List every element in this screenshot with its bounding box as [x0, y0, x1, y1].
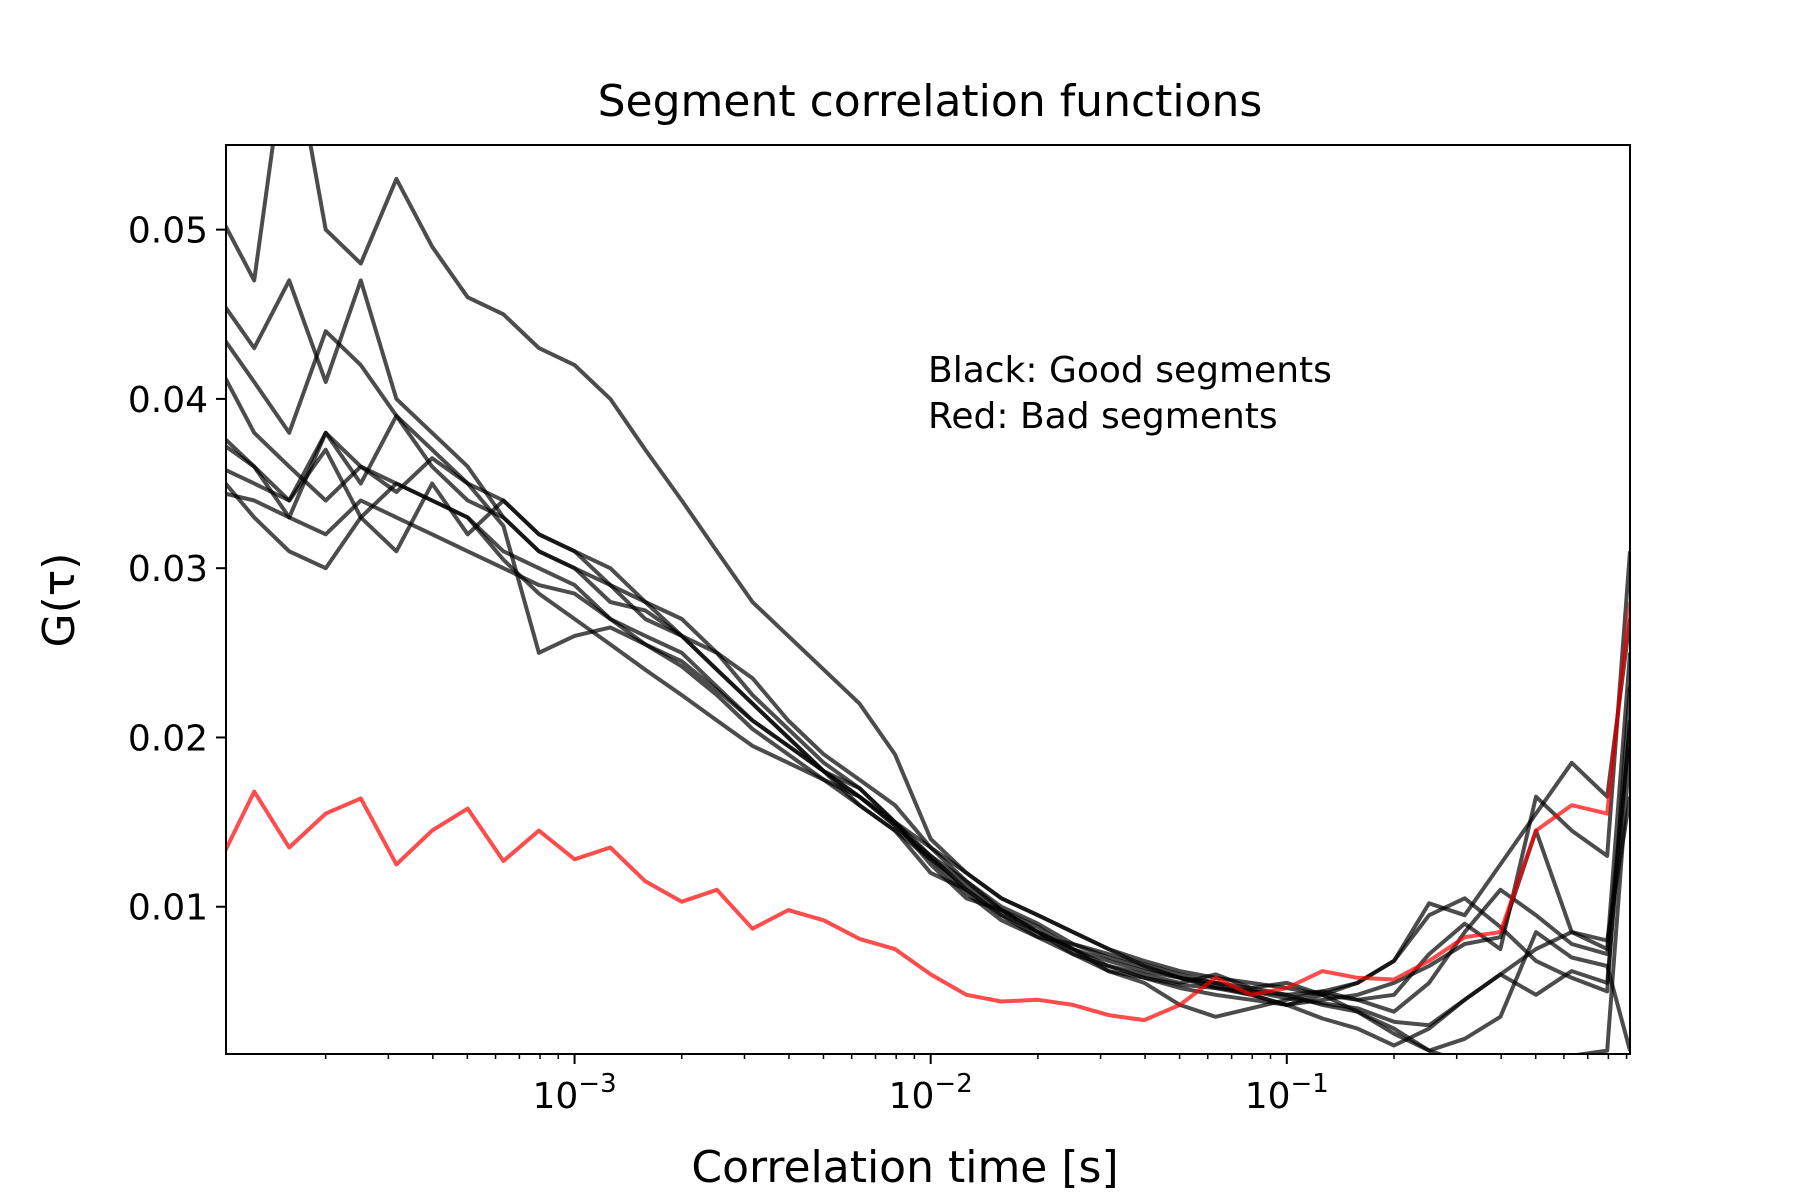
x-tick-label: 10−2 [889, 1069, 973, 1117]
series-line-good-3 [226, 329, 1630, 1007]
legend-annotation-bad: Red: Bad segments [928, 396, 1278, 437]
x-axis-ticks: 10−3 10−2 10−1 [324, 1054, 1628, 1117]
x-tick-exponent: −3 [578, 1069, 616, 1099]
x-tick-base: 10 [889, 1076, 935, 1117]
series-lines [226, 145, 1630, 1054]
y-axis-ticks: 0.01 0.02 0.03 0.04 0.05 [128, 211, 226, 929]
x-tick-label: 10−1 [1245, 1069, 1329, 1117]
series-line-bad-10 [226, 601, 1630, 1023]
y-axis-label: G(τ) [34, 553, 85, 648]
series-line-good-1 [226, 145, 1630, 1002]
x-axis-label: Correlation time [s] [691, 1142, 1118, 1193]
y-tick-label: 0.02 [128, 718, 208, 759]
x-tick-base: 10 [532, 1076, 578, 1117]
plot-frame [225, 144, 1631, 1055]
x-tick-exponent: −1 [1291, 1069, 1329, 1099]
x-tick-label: 10−3 [532, 1069, 616, 1117]
x-tick-exponent: −2 [934, 1069, 972, 1099]
y-tick-label: 0.04 [128, 380, 208, 421]
y-tick-label: 0.03 [128, 549, 208, 590]
x-tick-base: 10 [1245, 1076, 1291, 1117]
series-line-good-9 [226, 430, 1630, 1028]
chart-title: Segment correlation functions [598, 76, 1263, 127]
series-line-good-8 [226, 480, 1630, 1014]
y-tick-label: 0.01 [128, 888, 208, 929]
series-line-good-6 [226, 447, 1630, 1019]
legend-annotation-good: Black: Good segments [928, 350, 1332, 391]
y-tick-label: 0.05 [128, 211, 208, 252]
